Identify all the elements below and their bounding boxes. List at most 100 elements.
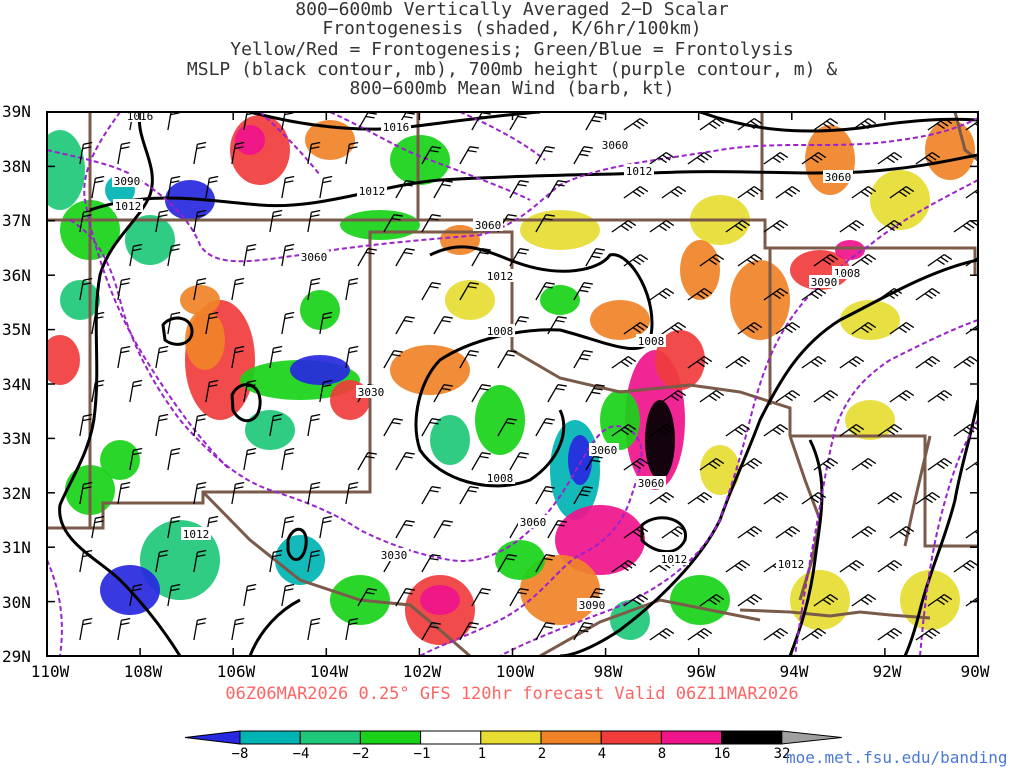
wind-barb	[307, 617, 321, 641]
wind-barb	[421, 486, 441, 505]
wind-barb	[193, 141, 207, 165]
wind-barb	[155, 549, 169, 573]
wind-barb	[421, 554, 441, 573]
wind-barb	[117, 277, 131, 301]
wind-barb	[547, 316, 567, 335]
frontogenesis-patch	[100, 440, 140, 480]
frontogenesis-patch	[290, 355, 350, 385]
wind-barb	[839, 219, 865, 233]
wind-barb	[497, 418, 517, 437]
lon-label-108w: 108W	[123, 662, 163, 681]
wind-barb	[649, 423, 675, 437]
wind-barb	[623, 253, 649, 267]
wind-barb	[573, 282, 593, 301]
wind-barb	[79, 549, 93, 573]
wind-barb	[839, 559, 865, 573]
wind-barb	[243, 243, 257, 267]
wind-barb	[281, 447, 295, 471]
wind-barb	[839, 355, 865, 369]
wind-barb	[535, 622, 555, 641]
frontogenesis-patch	[600, 390, 640, 450]
height-contour-label: 3030	[356, 385, 386, 399]
wind-barb	[915, 491, 941, 505]
colorbar-label-neg2: −2	[352, 746, 370, 762]
height-contour-label: 3060	[636, 476, 666, 490]
wind-barb	[547, 520, 567, 539]
wind-barb	[915, 151, 941, 165]
lon-label-100w: 100W	[495, 662, 535, 681]
mslp-contour-label: 1012	[113, 199, 143, 213]
frontogenesis-patch	[655, 330, 705, 390]
wind-barb	[433, 384, 453, 403]
frontogenesis-patch	[540, 285, 580, 315]
lat-label-37n: 37N	[2, 211, 31, 230]
wind-barb	[167, 583, 181, 607]
forecast-valid-time: 06Z06MAR2026 0.25° GFS 120hr forecast Va…	[225, 684, 799, 704]
lon-label-92w: 92W	[872, 662, 902, 681]
svg-text:1012: 1012	[661, 553, 688, 566]
wind-barb	[813, 389, 839, 403]
wind-barb	[79, 277, 93, 301]
wind-barb	[775, 321, 801, 335]
frontogenesis-patch	[185, 310, 225, 370]
svg-text:1012: 1012	[359, 185, 386, 198]
height-contour-label: 3090	[112, 174, 142, 188]
wind-barb	[319, 379, 333, 403]
wind-barb	[281, 112, 294, 131]
height-contours	[47, 112, 978, 656]
wind-barb	[877, 491, 903, 505]
frontogenesis-patch	[305, 120, 355, 160]
mslp-contours	[58, 112, 978, 656]
wind-barb	[953, 355, 978, 369]
svg-text:3030: 3030	[358, 386, 385, 399]
wind-barb	[953, 423, 978, 437]
wind-barb	[623, 593, 649, 607]
wind-barb	[535, 214, 555, 233]
wind-barb	[965, 528, 978, 539]
frontogenesis-patch	[125, 215, 175, 265]
wind-barb	[763, 423, 789, 437]
colorbar-label-16: 16	[713, 746, 731, 762]
height-contour-label: 3060	[299, 250, 329, 264]
wind-barb	[155, 345, 169, 369]
svg-text:3060: 3060	[825, 171, 852, 184]
frontogenesis-patch	[670, 575, 730, 625]
wind-barb	[79, 141, 93, 165]
wind-barb	[661, 389, 687, 403]
title-line-5: 800−600mb Mean Wind (barb, kt)	[349, 78, 675, 99]
wind-barb	[205, 311, 219, 335]
wind-barb	[117, 345, 131, 369]
lat-label-30n: 30N	[2, 593, 31, 612]
colorbar-label-8: 8	[657, 746, 667, 762]
wind-barb	[687, 627, 713, 641]
wind-barb	[357, 588, 377, 607]
wind-barb	[763, 287, 789, 301]
wind-barb	[775, 389, 801, 403]
wind-barb	[915, 627, 941, 641]
svg-text:1012: 1012	[626, 165, 653, 178]
svg-text:3090: 3090	[579, 599, 606, 612]
frontogenesis-patch	[680, 240, 720, 300]
source-credit-link[interactable]: moe.met.fsu.edu/banding	[786, 748, 1008, 767]
wind-barb	[459, 282, 479, 301]
wind-barb	[79, 481, 93, 505]
wind-barb	[649, 151, 675, 165]
height-contour-label: 3030	[379, 548, 409, 562]
wind-barb	[395, 248, 415, 267]
wind-barb	[91, 311, 105, 335]
wind-barb	[851, 321, 877, 335]
frontogenesis-patch	[520, 210, 600, 250]
wind-barb	[231, 345, 245, 369]
wind-barb	[889, 321, 915, 335]
wind-barb	[281, 243, 295, 267]
wind-barb	[927, 389, 953, 403]
svg-text:3030: 3030	[381, 549, 408, 562]
wind-barb	[421, 282, 441, 301]
wind-barb	[851, 457, 877, 471]
wind-barb	[281, 583, 295, 607]
wind-barb	[611, 559, 637, 573]
wind-barb	[383, 214, 403, 233]
wind-barb	[383, 350, 403, 369]
lat-label-36n: 36N	[2, 266, 31, 285]
wind-barb	[193, 413, 207, 437]
